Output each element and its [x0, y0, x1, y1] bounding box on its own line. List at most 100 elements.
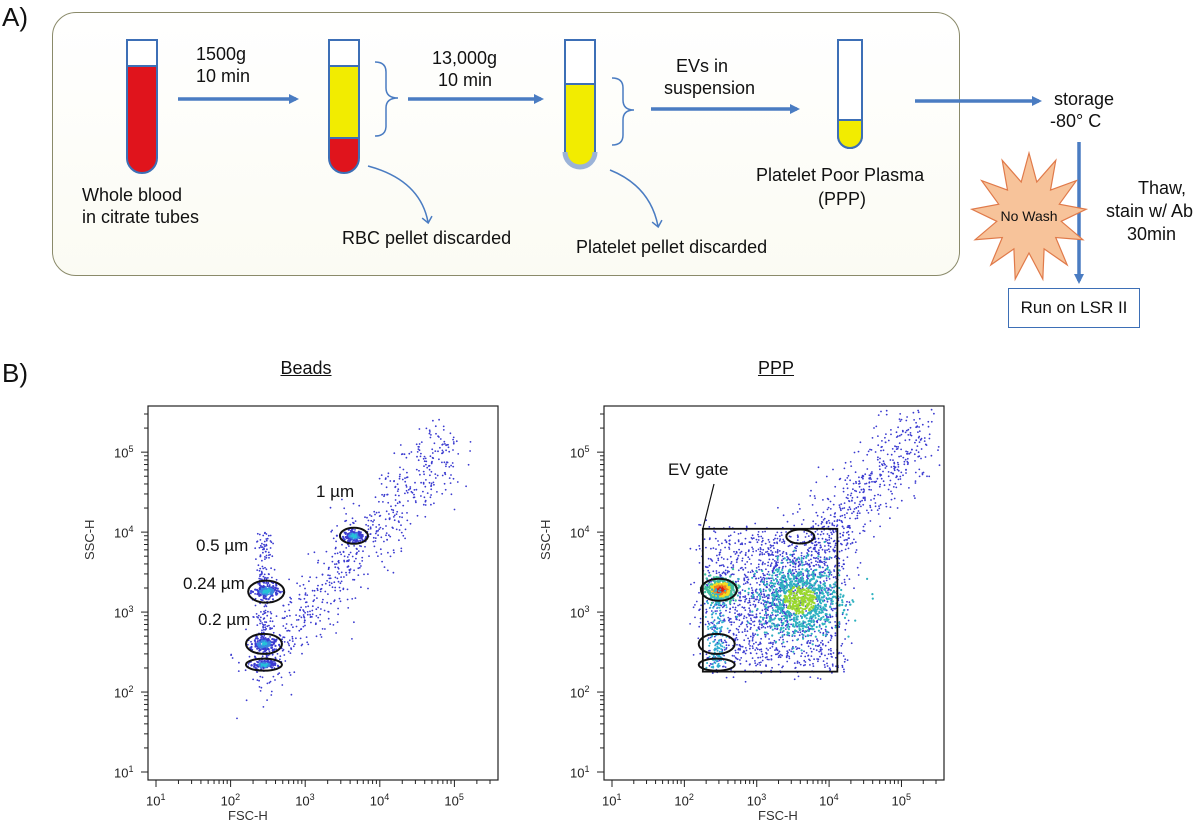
beads-event-dot — [343, 560, 346, 563]
ppp-event-dot — [808, 564, 811, 566]
beads-event-dot — [395, 513, 398, 515]
ppp-event-dot — [771, 622, 774, 625]
beads-event-dot — [434, 477, 437, 479]
ppp-event-dot — [739, 532, 742, 535]
beads-event-dot — [283, 641, 286, 643]
beads-event-dot — [256, 671, 259, 673]
beads-event-dot — [336, 552, 339, 555]
beads-event-dot — [433, 483, 435, 486]
ppp-event-dot — [748, 607, 751, 610]
ppp-event-dot — [759, 656, 762, 659]
ppp-event-dot — [873, 427, 875, 429]
ppp-event-dot — [855, 480, 857, 483]
ppp-event-dot — [734, 649, 737, 652]
beads-event-dot — [262, 625, 264, 628]
ppp-event-dot — [851, 499, 853, 502]
ppp-event-dot — [819, 631, 822, 634]
ppp-event-dot — [759, 642, 762, 645]
ppp-event-dot — [915, 449, 918, 452]
beads-event-dot — [433, 502, 435, 505]
ppp-event-dot — [790, 650, 793, 653]
ppp-event-dot — [767, 570, 770, 573]
ppp-event-dot — [726, 566, 729, 569]
beads-event-dot — [262, 706, 265, 708]
spin2-speed: 13,000g — [432, 48, 498, 68]
ppp-event-dot — [826, 549, 828, 551]
beads-event-dot — [262, 594, 265, 597]
ppp-event-dot — [807, 572, 810, 575]
ppp-event-dot — [758, 599, 760, 602]
beads-event-dot — [416, 514, 419, 517]
beads-event-dot — [383, 540, 385, 543]
ppp-event-dot — [760, 661, 762, 664]
ppp-event-dot — [759, 547, 762, 549]
beads-event-dot — [270, 644, 273, 647]
ppp-event-dot — [904, 439, 907, 442]
beads-event-dot — [430, 494, 432, 496]
ppp-event-dot — [831, 663, 834, 666]
ppp-event-dot — [758, 568, 761, 571]
ppp-event-dot — [827, 548, 830, 551]
ppp-event-dot — [768, 605, 770, 608]
ppp-event-dot — [843, 670, 845, 673]
ppp-event-dot — [843, 539, 846, 542]
ppp-event-dot — [887, 439, 890, 442]
ppp-event-dot — [847, 619, 850, 622]
ppp-event-dot — [731, 654, 734, 657]
beads-event-dot — [270, 646, 273, 650]
ppp-event-dot — [874, 505, 877, 508]
beads-event-dot — [348, 569, 351, 571]
ppp-event-dot — [768, 584, 771, 586]
ppp-event-dot — [781, 615, 783, 618]
beads-event-dot — [292, 626, 294, 629]
thaw-label-3: 30min — [1127, 224, 1177, 244]
ppp-event-dot — [778, 595, 781, 598]
ppp-event-dot — [759, 597, 762, 601]
ppp-event-dot — [810, 655, 813, 657]
ppp-event-dot — [905, 450, 907, 453]
ppp-event-dot — [732, 573, 735, 576]
beads-event-dot — [424, 457, 427, 460]
ppp-event-dot — [885, 409, 888, 412]
beads-event-dot — [337, 559, 340, 562]
ppp-event-dot — [752, 550, 755, 553]
ppp-event-dot — [816, 600, 819, 602]
beads-event-dot — [289, 600, 292, 603]
ppp-event-dot — [713, 624, 716, 626]
ppp-event-dot — [764, 589, 767, 592]
ppp-event-dot — [778, 650, 781, 653]
ppp-event-dot — [724, 569, 727, 572]
beads-event-dot — [442, 429, 445, 431]
ppp-event-dot — [738, 615, 741, 617]
ppp-event-dot — [793, 524, 796, 527]
beads-event-dot — [343, 538, 346, 541]
ppp-event-dot — [735, 657, 738, 660]
ppp-event-dot — [692, 654, 695, 656]
ppp-event-dot — [744, 553, 747, 556]
beads-event-dot — [320, 608, 322, 610]
ppp-event-dot — [832, 530, 835, 533]
ppp-event-dot — [786, 640, 789, 643]
ppp-event-dot — [825, 587, 828, 589]
beads-event-dot — [396, 510, 399, 513]
ppp-event-dot — [772, 544, 775, 547]
beads-event-dot — [254, 593, 256, 595]
ppp-event-dot — [858, 491, 861, 494]
ppp-event-dot — [795, 648, 798, 650]
ppp-event-dot — [781, 583, 784, 587]
ppp-event-dot — [833, 515, 836, 518]
beads-event-dot — [275, 578, 278, 581]
ppp-event-dot — [862, 491, 865, 494]
ppp-event-dot — [747, 593, 750, 596]
beads-event-dot — [399, 444, 402, 446]
beads-event-dot — [258, 569, 261, 572]
storage-label-2: -80° C — [1050, 111, 1102, 131]
ppp-event-dot — [810, 619, 813, 622]
beads-event-dot — [361, 556, 364, 559]
ppp-event-dot — [771, 607, 774, 609]
beads-plot-title: Beads — [280, 358, 332, 378]
ppp-event-dot — [826, 598, 829, 601]
ppp-event-dot — [734, 608, 737, 611]
beads-event-dot — [378, 528, 381, 530]
ppp-event-dot — [780, 531, 783, 534]
